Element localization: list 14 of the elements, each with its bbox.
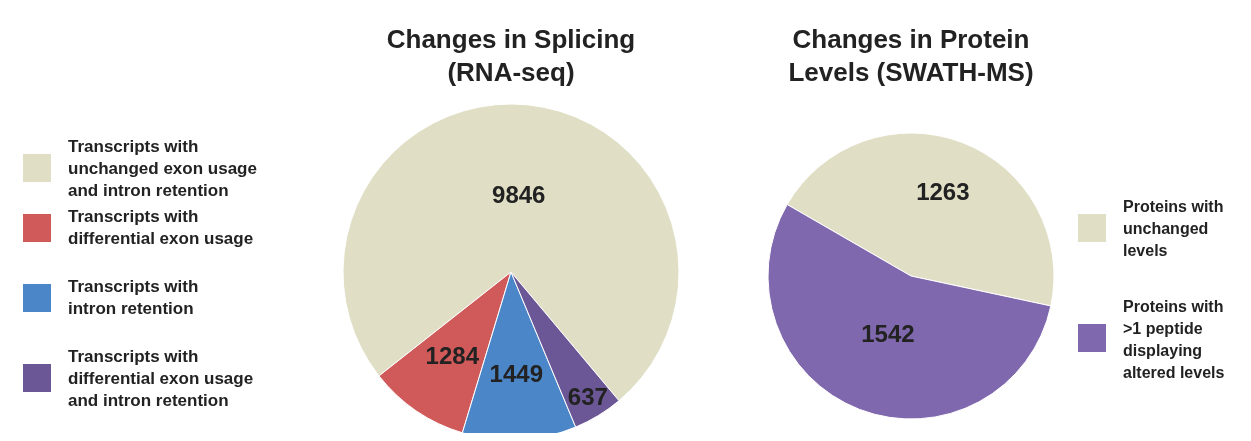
data-label: 1542 — [861, 320, 915, 348]
chart-title: Changes in Protein Levels (SWATH-MS) — [788, 24, 1034, 87]
data-label: 1449 — [489, 360, 543, 388]
data-label: 1263 — [916, 177, 970, 205]
chart-title: Changes in Splicing (RNA-seq) — [386, 24, 636, 87]
legend-label: Proteins with >1 peptide displaying altered levels — [1123, 298, 1225, 381]
legend-label: Proteins with unchanged levels — [1123, 198, 1224, 259]
legend-label: Transcripts with differential exon usage — [68, 207, 254, 248]
legend-label: Transcripts with differential exon usage and intron retention — [68, 347, 254, 410]
data-label: 9846 — [492, 181, 546, 209]
data-label: 637 — [567, 382, 608, 410]
data-label: 1284 — [425, 342, 480, 370]
legend-label: Transcripts with unchanged exon usage and intron retention — [68, 137, 257, 200]
legend-label: Transcripts with intron retention — [68, 277, 199, 318]
